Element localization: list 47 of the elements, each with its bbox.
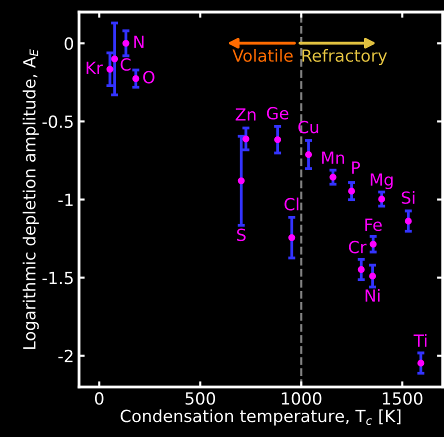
point (111, 55, 118, 62)
annotation: Fe (365, 218, 382, 232)
point (132, 75, 140, 82)
x-tick-label: 1500 (382, 392, 422, 405)
point (348, 188, 356, 195)
point (288, 234, 296, 242)
annotation: Kr (86, 62, 103, 74)
point (417, 360, 424, 367)
point (330, 174, 336, 181)
annotation: Ti (414, 334, 426, 347)
point (370, 240, 377, 248)
point (238, 177, 245, 184)
point (378, 196, 386, 203)
y-tick-label: -2 (58, 350, 73, 362)
point (404, 218, 412, 225)
point (274, 136, 282, 144)
annotation: O (143, 70, 154, 84)
annotation: Cl (284, 198, 298, 210)
y-tick-label: -1.5 (42, 272, 73, 284)
point (242, 135, 250, 142)
y-axis-title: Logarithmic depletion amplitude, A$_{E}$ (22, 49, 39, 349)
annotation: Cu (298, 120, 318, 134)
annotation: Ni (366, 289, 380, 302)
y-tick-label: -0.5 (42, 115, 73, 128)
point (369, 272, 376, 280)
x-tick-label: 1000 (282, 392, 322, 405)
x-axis-title: Condensation temperature, T$_{c}$ [K] (120, 409, 400, 426)
annotation: Si (402, 191, 414, 204)
point (358, 266, 365, 273)
annotation: Ge (266, 106, 288, 120)
annotation: C (120, 58, 131, 71)
y-tick-label: -1 (58, 194, 73, 206)
y-tick-label: 0 (64, 37, 74, 50)
annotation: N (134, 36, 144, 48)
point (106, 66, 114, 73)
annotation: Refractory (302, 48, 387, 66)
annotation: Mn (322, 152, 344, 164)
point (122, 40, 130, 47)
point (305, 151, 312, 158)
annotation: Volatile (232, 48, 293, 62)
x-tick-label: 500 (186, 392, 216, 405)
x-tick-label: 0 (95, 392, 104, 405)
annotation: S (237, 228, 246, 242)
annotation: P (352, 162, 360, 174)
annotation: Mg (370, 174, 393, 190)
annotation: Cr (348, 240, 366, 254)
annotation: Zn (236, 108, 256, 121)
